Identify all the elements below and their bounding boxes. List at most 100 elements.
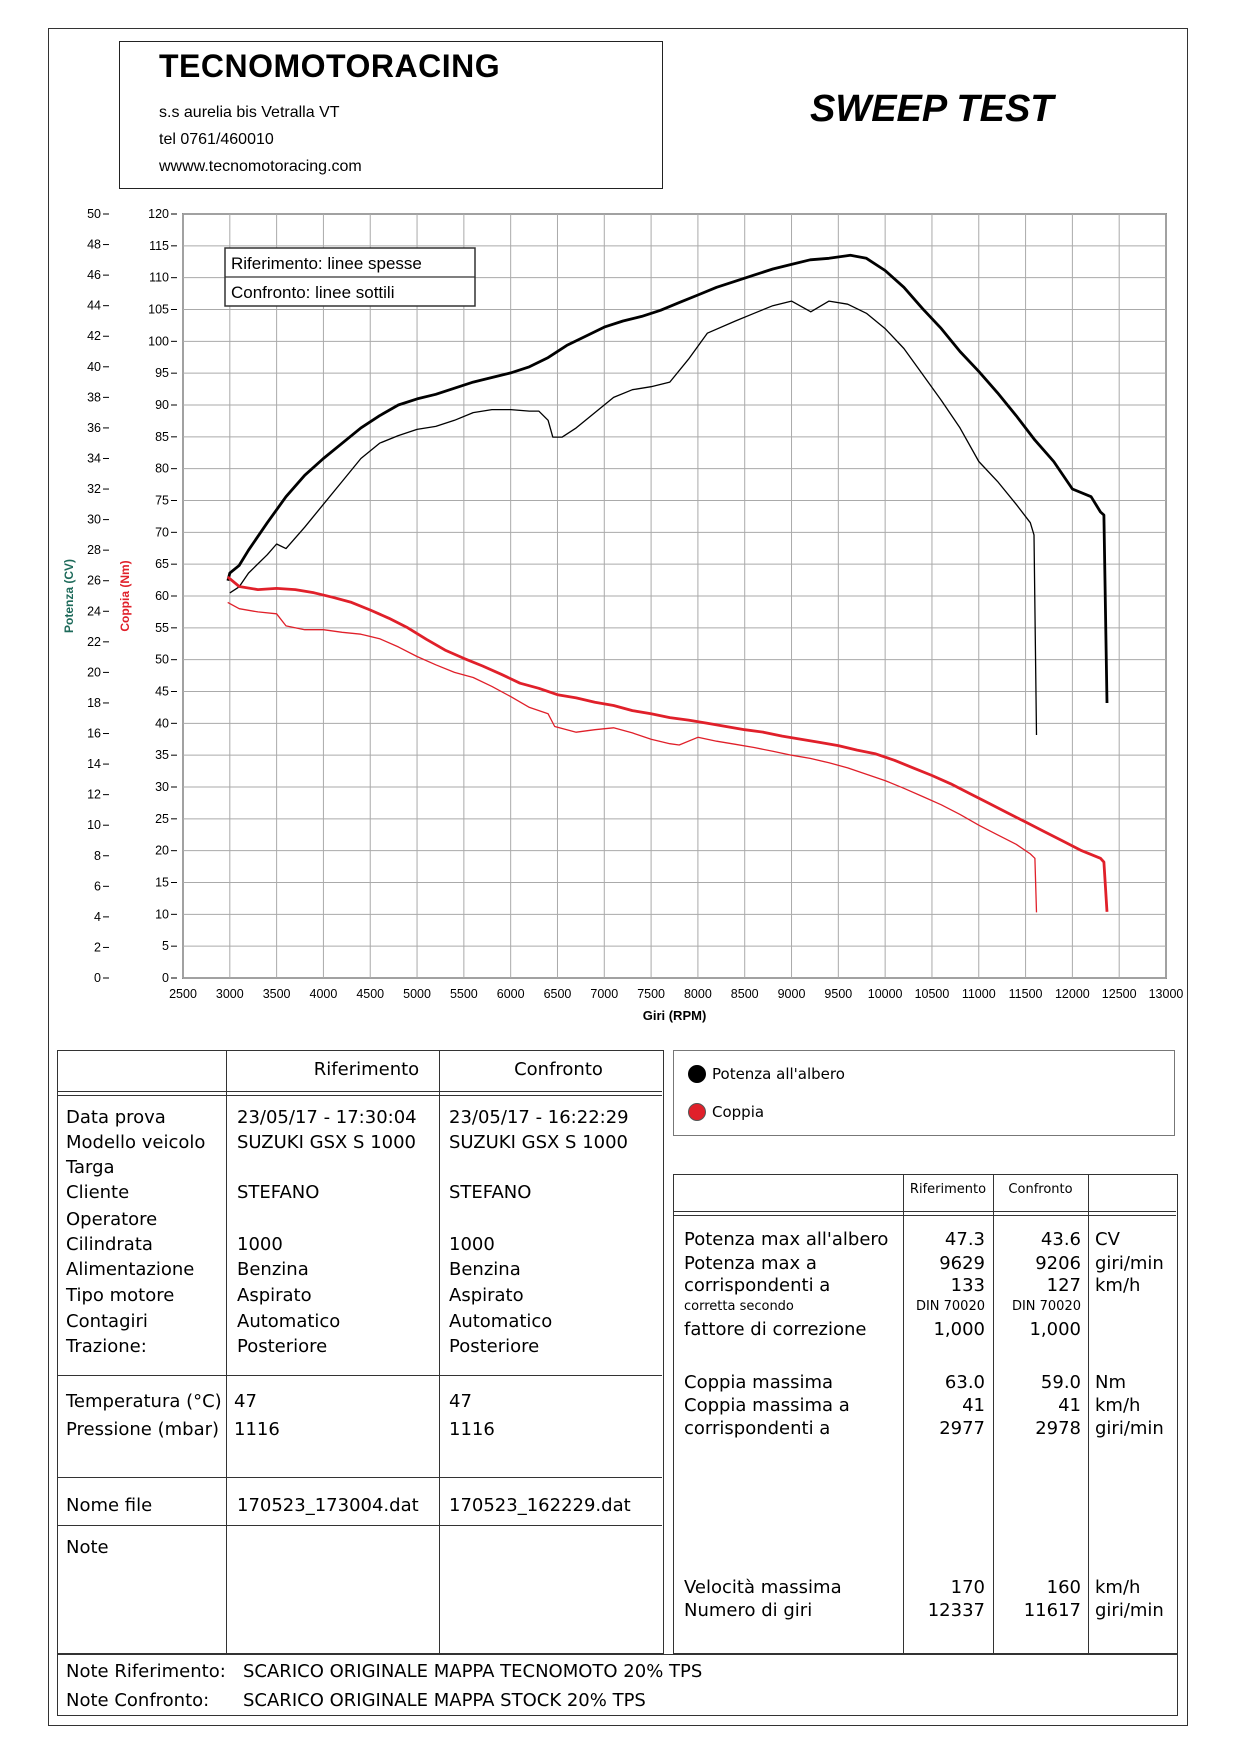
page-frame [48, 28, 1188, 1726]
divider [58, 1091, 662, 1092]
note-label: Note [66, 1537, 109, 1558]
power-tick-label: 36 [87, 421, 101, 435]
result-conf-value: 1,000 [1029, 1319, 1081, 1340]
torque-tick-label: 20 [155, 844, 169, 858]
x-tick-label: 12000 [1055, 987, 1090, 1001]
result-unit: CV [1095, 1229, 1120, 1250]
torque-line-confronto [227, 601, 1038, 913]
env-label: Pressione (mbar) [66, 1419, 220, 1440]
test-info-table: Riferimento Confronto Data prova 23/05/17… [57, 1050, 664, 1654]
info-label: Trazione: [66, 1336, 147, 1357]
divider [674, 1215, 1176, 1216]
torque-tick-label: 115 [149, 239, 169, 253]
power-tick-label: 26 [87, 574, 101, 588]
power-tick-label: 6 [94, 879, 101, 893]
power-tick-label: 40 [87, 360, 101, 374]
info-ref-value: 1000 [237, 1234, 283, 1255]
env-label: Temperatura (°C) [66, 1391, 222, 1412]
info-label: Alimentazione [66, 1259, 195, 1280]
torque-tick-label: 0 [162, 971, 169, 985]
info-conf-value: 1000 [449, 1234, 495, 1255]
col-conf-header: Confronto [1008, 1182, 1073, 1197]
notes-box: Note Riferimento: SCARICO ORIGINALE MAPP… [57, 1654, 1178, 1716]
power-tick-label: 12 [87, 788, 101, 802]
x-tick-label: 5500 [450, 987, 478, 1001]
result-ref-value: 9629 [939, 1253, 985, 1274]
result-label: corrispondenti a [684, 1418, 831, 1439]
series-legend: Potenza all'albero Coppia [673, 1050, 1175, 1136]
test-title: SWEEP TEST [810, 88, 1054, 130]
result-ref-value: 47.3 [944, 1229, 985, 1250]
info-label: Modello veicolo [66, 1132, 206, 1153]
result-label: Coppia massima [684, 1372, 834, 1393]
info-label: Contagiri [66, 1311, 148, 1332]
torque-tick-label: 65 [155, 557, 169, 571]
power-tick-label: 28 [87, 543, 101, 557]
result-conf-value: 11617 [1023, 1600, 1081, 1621]
torque-tick-label: 10 [155, 907, 169, 921]
power-legend-dot [688, 1065, 706, 1083]
divider [1088, 1175, 1089, 1653]
torque-tick-label: 70 [155, 525, 169, 539]
torque-tick-label: 85 [155, 430, 169, 444]
x-axis-label: Giri (RPM) [643, 1008, 707, 1023]
result-conf-value: 160 [1046, 1577, 1081, 1598]
x-tick-label: 4000 [310, 987, 338, 1001]
power-tick-label: 38 [87, 390, 101, 404]
power-tick-label: 48 [87, 238, 101, 252]
x-tick-label: 12500 [1102, 987, 1137, 1001]
dyno-chart: 2500 3000 3500 4000 4500 5000 5500 6000 6500 7000… [62, 207, 1184, 1023]
torque-tick-label: 80 [155, 462, 169, 476]
power-tick-label: 8 [94, 849, 101, 863]
info-label: Data prova [66, 1107, 166, 1128]
torque-tick-label: 50 [155, 653, 169, 667]
power-tick-label: 20 [87, 665, 101, 679]
result-label: Potenza max a [684, 1253, 817, 1274]
torque-line-riferimento [226, 575, 1109, 912]
x-tick-label: 11000 [962, 987, 996, 1001]
result-unit: km/h [1095, 1577, 1141, 1598]
power-tick-label: 18 [87, 696, 101, 710]
info-ref-value: Aspirato [237, 1285, 312, 1306]
env-ref-value: 1116 [234, 1419, 280, 1440]
result-ref-value: 133 [950, 1275, 985, 1296]
x-tick-label: 13000 [1149, 987, 1184, 1001]
result-conf-value: 59.0 [1040, 1372, 1081, 1393]
result-label: fattore di correzione [684, 1319, 867, 1340]
info-conf-value: Aspirato [449, 1285, 524, 1306]
result-label: corretta secondo [684, 1299, 794, 1314]
result-label: Numero di giri [684, 1600, 813, 1621]
torque-tick-label: 35 [155, 748, 169, 762]
power-tick-label: 16 [87, 727, 101, 741]
results-table: Riferimento Confronto Potenza max all'al… [673, 1174, 1178, 1654]
x-tick-label: 7000 [590, 987, 618, 1001]
legend-box-entry: Confronto: linee sottili [231, 283, 394, 302]
torque-tick-label: 5 [162, 939, 169, 953]
torque-tick-label: 120 [148, 207, 169, 221]
file-conf: 170523_162229.dat [449, 1495, 631, 1516]
info-ref-value: SUZUKI GSX S 1000 [237, 1132, 417, 1153]
x-tick-label: 6500 [544, 987, 572, 1001]
result-unit: Nm [1095, 1372, 1126, 1393]
x-tick-label: 4500 [356, 987, 384, 1001]
power-tick-label: 4 [94, 910, 101, 924]
info-ref-value: Automatico [237, 1311, 341, 1332]
result-conf-value: 41 [1058, 1395, 1081, 1416]
info-ref-value: Benzina [237, 1259, 309, 1280]
torque-tick-label: 75 [155, 494, 169, 508]
divider [226, 1051, 227, 1653]
info-label: Targa [66, 1157, 115, 1178]
power-tick-label: 0 [94, 971, 101, 985]
company-name: TECNOMOTORACING [159, 48, 501, 84]
torque-tick-label: 95 [155, 366, 169, 380]
divider [674, 1211, 1176, 1212]
power-tick-label: 2 [94, 940, 101, 954]
x-tick-label: 7500 [637, 987, 665, 1001]
result-ref-value: 1,000 [933, 1319, 985, 1340]
power-tick-label: 30 [87, 513, 101, 527]
info-conf-value: Automatico [449, 1311, 553, 1332]
company-website: wwww.tecnomotoracing.com [159, 158, 362, 175]
torque-tick-label: 110 [149, 271, 169, 285]
power-tick-label: 44 [87, 299, 101, 313]
info-ref-value: Posteriore [237, 1336, 328, 1357]
